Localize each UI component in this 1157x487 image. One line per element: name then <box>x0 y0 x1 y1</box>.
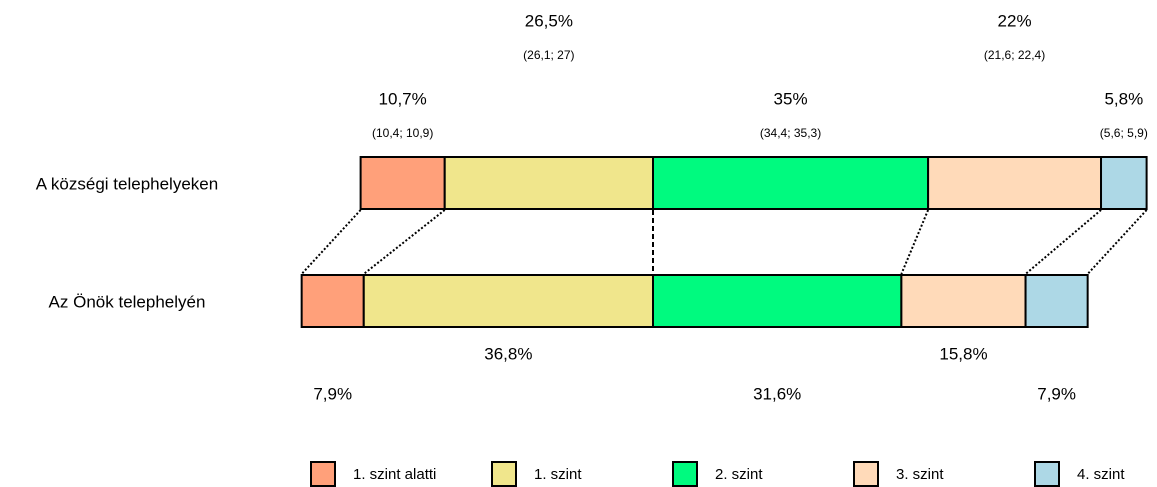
legend-swatch <box>672 461 698 487</box>
legend-label: 4. szint <box>1077 466 1125 483</box>
row-label: A községi telephelyeken <box>36 174 218 193</box>
interval-label: (10,4; 10,9) <box>372 126 433 140</box>
value-label: 22% <box>998 11 1032 30</box>
interval-label: (21,6; 22,4) <box>984 48 1045 62</box>
bar-segment <box>362 274 654 328</box>
bar-segment <box>1100 156 1148 210</box>
legend-swatch <box>491 461 517 487</box>
bar-segment <box>300 274 365 328</box>
legend-swatch <box>310 461 336 487</box>
bar-segment <box>652 156 930 210</box>
bar-segment <box>443 156 654 210</box>
bar-segment <box>900 274 1027 328</box>
bar-segment <box>359 156 446 210</box>
value-label: 15,8% <box>939 344 987 363</box>
value-label: 36,8% <box>484 344 532 363</box>
interval-label: (34,4; 35,3) <box>760 126 821 140</box>
connector <box>1024 209 1102 275</box>
bar-segment <box>927 156 1103 210</box>
value-label: 26,5% <box>525 11 573 30</box>
legend-label: 2. szint <box>715 466 763 483</box>
legend-swatch <box>853 461 879 487</box>
connector <box>363 209 446 275</box>
legend-label: 3. szint <box>896 466 944 483</box>
value-label: 10,7% <box>379 89 427 108</box>
interval-label: (26,1; 27) <box>523 48 574 62</box>
legend-swatch <box>1034 461 1060 487</box>
value-label: 31,6% <box>753 384 801 403</box>
legend-label: 1. szint alatti <box>353 466 436 483</box>
connector <box>300 209 362 275</box>
connector <box>1086 209 1148 275</box>
value-label: 7,9% <box>313 384 352 403</box>
interval-label: (5,6; 5,9) <box>1100 126 1148 140</box>
bar-segment <box>652 274 903 328</box>
connector <box>900 209 930 275</box>
value-label: 5,8% <box>1104 89 1143 108</box>
value-label: 7,9% <box>1037 384 1076 403</box>
bar-segment <box>1024 274 1089 328</box>
row-label: Az Önök telephelyén <box>49 292 206 311</box>
legend-label: 1. szint <box>534 466 582 483</box>
value-label: 35% <box>774 89 808 108</box>
